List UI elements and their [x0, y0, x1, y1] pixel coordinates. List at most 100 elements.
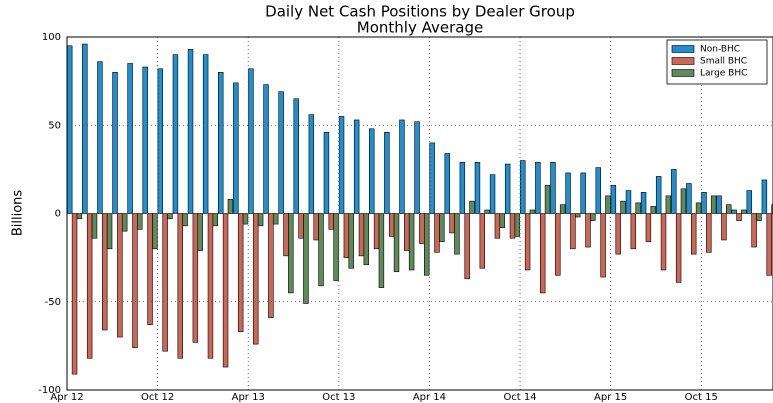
bar: [439, 213, 445, 243]
bar: [635, 202, 641, 214]
bar: [112, 72, 118, 214]
x-tick-label: Apr 12: [50, 392, 83, 403]
bar: [212, 213, 219, 227]
bar: [388, 213, 395, 237]
bar: [106, 213, 113, 250]
bar: [605, 195, 611, 214]
bar: [484, 209, 490, 214]
bar: [404, 213, 410, 251]
bar: [132, 213, 138, 348]
bar: [257, 213, 264, 227]
bar: [620, 200, 626, 214]
bar: [600, 213, 606, 278]
bar: [278, 91, 284, 214]
bar: [318, 213, 324, 287]
bar: [741, 209, 747, 214]
bar: [595, 167, 601, 214]
bar: [127, 63, 133, 214]
bar: [756, 213, 762, 221]
bar: [499, 213, 505, 228]
bar: [384, 132, 390, 214]
x-tick-label: Apr 13: [232, 392, 265, 403]
bar: [710, 195, 717, 214]
bar: [444, 153, 450, 214]
bar: [207, 213, 214, 359]
y-tick-label: -50: [45, 297, 61, 308]
bar: [434, 213, 440, 253]
bar: [333, 213, 339, 281]
bar: [585, 213, 591, 248]
bar: [97, 61, 103, 214]
bar: [459, 162, 466, 214]
x-tick-label: Apr 15: [594, 392, 627, 403]
bar: [665, 195, 672, 214]
bar: [570, 213, 576, 250]
bar: [338, 116, 345, 214]
bar: [67, 45, 73, 214]
bar: [721, 213, 727, 241]
bar: [645, 213, 652, 243]
bar: [751, 213, 757, 248]
bar: [424, 213, 430, 276]
bar: [695, 202, 702, 214]
legend-swatch: [671, 69, 695, 77]
bar: [716, 195, 722, 214]
bar: [726, 204, 732, 214]
bar: [283, 213, 289, 257]
bar: [514, 213, 521, 237]
bar: [615, 213, 621, 255]
bar: [575, 213, 581, 218]
bar: [248, 68, 254, 214]
bar: [76, 213, 83, 220]
bar: [288, 213, 294, 294]
bar: [82, 43, 88, 214]
y-tick-label: -100: [38, 385, 61, 396]
bar: [408, 213, 415, 271]
bar: [393, 213, 400, 273]
bar: [358, 213, 365, 257]
bar: [253, 213, 259, 345]
bar: [147, 213, 153, 325]
bar: [182, 213, 188, 227]
x-tick-label: Oct 13: [322, 392, 355, 403]
bar: [237, 213, 244, 333]
bar: [419, 213, 425, 244]
bar: [313, 213, 319, 241]
bar: [555, 213, 561, 276]
bar: [520, 160, 526, 214]
bar: [690, 213, 697, 255]
bar: [660, 213, 667, 271]
bar: [610, 184, 617, 214]
chart-title: Daily Net Cash Positions by Dealer Group: [265, 3, 575, 21]
bar: [227, 199, 234, 214]
x-tick-label: Apr 14: [413, 392, 446, 403]
bar: [192, 213, 199, 343]
bar: [268, 213, 274, 318]
bar: [343, 213, 350, 258]
bar: [565, 172, 571, 214]
bar: [303, 213, 309, 304]
bar: [736, 213, 742, 221]
bar: [369, 128, 375, 214]
bar: [414, 121, 420, 214]
bar: [529, 209, 536, 214]
chart-subtitle: Monthly Average: [357, 19, 483, 37]
bar: [766, 213, 772, 276]
y-axis-label: Billions: [11, 190, 26, 237]
bar: [671, 169, 677, 214]
legend-swatch: [671, 45, 695, 53]
legend-label: Non-BHC: [700, 45, 740, 55]
bar: [102, 213, 108, 331]
bar: [152, 213, 158, 250]
bar: [464, 213, 470, 280]
bar: [242, 213, 249, 225]
bar: [263, 84, 269, 214]
bar: [353, 119, 360, 214]
bar: [91, 213, 98, 239]
bar: [590, 213, 596, 221]
y-tick-label: 0: [55, 209, 61, 220]
bar: [524, 213, 531, 271]
bar: [559, 204, 566, 214]
bar: [167, 213, 173, 220]
